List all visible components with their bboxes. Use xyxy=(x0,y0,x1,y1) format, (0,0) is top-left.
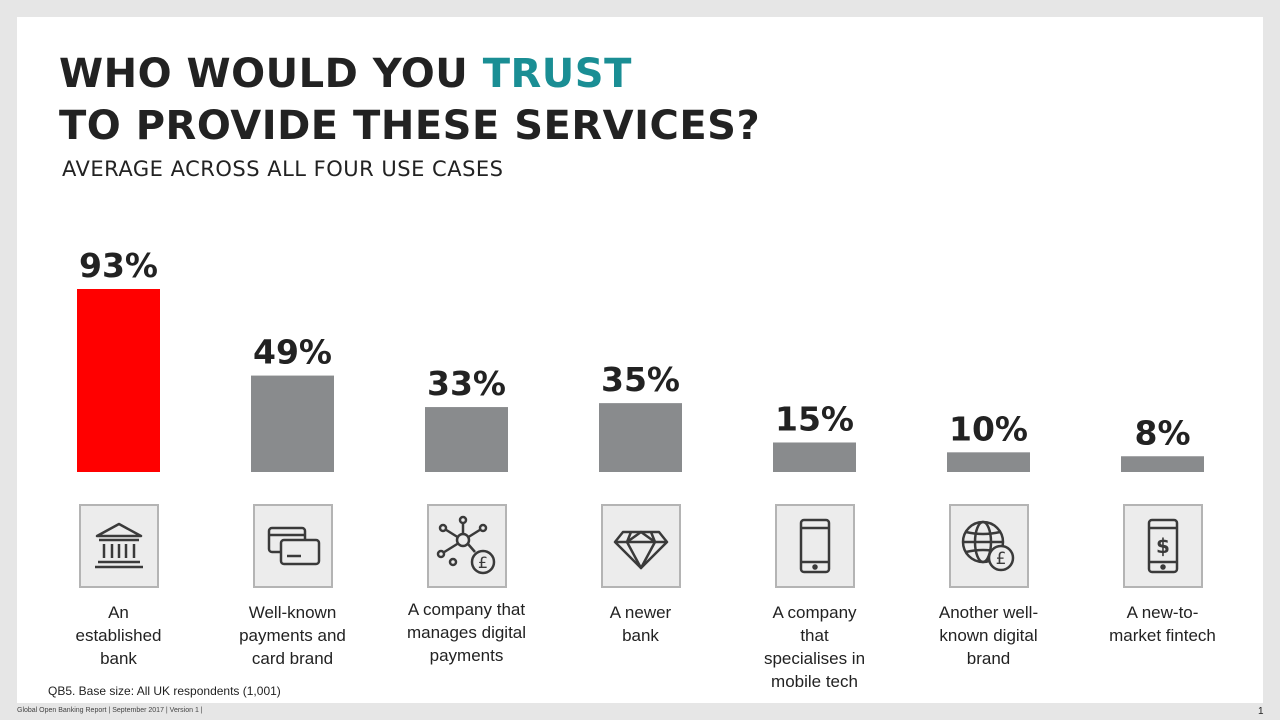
svg-text:£: £ xyxy=(477,553,487,572)
footer-text: Global Open Banking Report | September 2… xyxy=(17,707,203,714)
category-label: A new-to-market fintech xyxy=(1109,603,1216,645)
bar xyxy=(425,407,508,472)
bar-value-label: 49% xyxy=(253,333,332,372)
mobile-phone-icon xyxy=(774,504,855,588)
phone-dollar-icon: $ xyxy=(1122,504,1203,588)
bar-value-label: 93% xyxy=(79,246,158,285)
globe-pound-icon: £ xyxy=(948,504,1029,588)
svg-text:£: £ xyxy=(995,549,1006,569)
category-label: Well-known payments and card brand xyxy=(239,603,346,668)
bar-value-label: 10% xyxy=(949,409,1028,448)
category-label: A newer bank xyxy=(609,603,672,645)
bar-chart: 93% 49% 33% 35% 15% 10% 8% xyxy=(77,246,1204,472)
bar xyxy=(599,403,682,472)
bar xyxy=(773,442,856,472)
cards-icon xyxy=(252,504,333,588)
bar-value-label: 8% xyxy=(1134,413,1190,452)
page-number: 1 xyxy=(1258,706,1264,717)
bar xyxy=(77,289,160,472)
category-label: An established bank xyxy=(75,603,162,668)
bar xyxy=(947,452,1030,472)
bar-value-label: 33% xyxy=(427,364,506,403)
category-label: Another well-known digital brand xyxy=(938,603,1039,668)
title-line-2: TO PROVIDE THESE SERVICES? xyxy=(59,103,761,149)
title-accent-word: TRUST xyxy=(482,51,632,97)
category-label: A company that manages digital payments xyxy=(406,600,527,665)
bar-value-label: 35% xyxy=(601,360,680,399)
network-pound-icon: £ xyxy=(426,504,507,588)
svg-text:$: $ xyxy=(1156,534,1170,558)
title-line-1: WHO WOULD YOU TRUST xyxy=(59,51,632,97)
title-prefix: WHO WOULD YOU xyxy=(59,51,483,97)
slide: WHO WOULD YOU TRUST TO PROVIDE THESE SER… xyxy=(17,17,1263,703)
bar-value-label: 15% xyxy=(775,399,854,438)
base-size-note: QB5. Base size: All UK respondents (1,00… xyxy=(48,684,281,698)
category-label: A company that specialises in mobile tec… xyxy=(763,603,866,691)
bar xyxy=(251,375,334,472)
diamond-icon xyxy=(600,504,681,588)
subtitle: AVERAGE ACROSS ALL FOUR USE CASES xyxy=(62,157,504,181)
bar xyxy=(1121,456,1204,472)
bank-icon xyxy=(78,504,159,588)
